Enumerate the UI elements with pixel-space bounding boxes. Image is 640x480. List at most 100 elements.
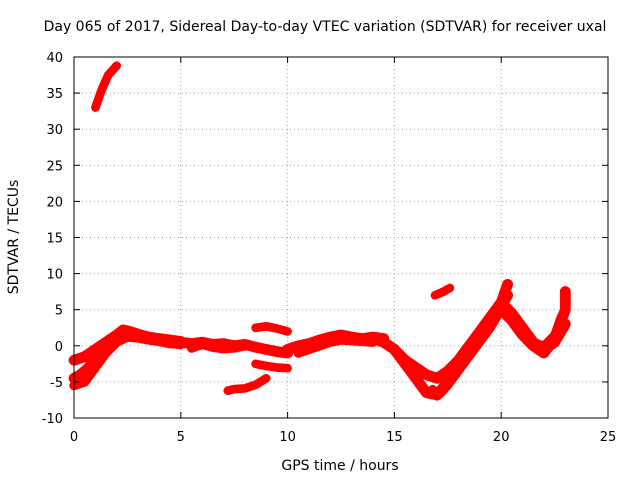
y-axis-ticks: -10 -5 0 5 10 15 20 25 30 35 40 [42,51,608,427]
data-point [370,335,376,342]
data-point [558,313,564,320]
y-tick-label: -5 [50,376,63,391]
data-point [252,360,259,367]
data-point [103,350,109,356]
data-point [113,62,120,69]
data-point [466,342,473,349]
data-point [551,332,558,338]
data-point [263,346,270,353]
data-point [327,339,334,346]
data-point [98,86,105,93]
data-point [432,292,438,299]
data-point [440,288,447,295]
data-point [348,337,355,344]
y-tick-label: 15 [46,232,63,247]
data-point [124,334,131,341]
data-point [252,381,259,388]
data-point [466,353,473,360]
data-point [145,337,152,343]
data-point [444,382,451,389]
data-point [252,344,259,351]
data-point [209,344,216,351]
data-point [92,104,99,111]
grid [74,57,608,418]
data-point [380,339,387,346]
data-point [241,385,248,392]
x-axis-label: GPS time / hours [281,458,398,474]
data-point [199,341,206,348]
x-tick-label: 0 [70,430,78,445]
data-point [508,317,515,324]
data-point [231,345,238,351]
data-point [434,375,441,382]
data-point [273,325,280,332]
data-point [177,339,184,346]
data-point [504,281,511,288]
data-point [92,353,99,360]
data-point [263,375,270,382]
data-point [316,342,323,349]
data-point [241,342,248,349]
data-point [423,371,430,378]
series-arc-g [251,321,292,336]
y-tick-label: -10 [42,412,63,427]
data-point [273,364,280,371]
data-point [455,357,462,364]
data-point [338,337,344,343]
data-point [487,324,494,331]
data-point [446,285,453,291]
data-point [135,334,142,341]
data-point [284,346,291,353]
chart-title: Day 065 of 2017, Sidereal Day-to-day VTE… [44,19,607,35]
data-point [81,378,88,385]
y-tick-label: 10 [46,268,63,283]
data-point [562,288,569,295]
data-point [105,72,112,79]
data-point [540,342,547,349]
data-point [252,324,259,331]
data-point [284,328,291,335]
y-tick-label: 40 [46,51,63,66]
data-point [231,386,238,393]
y-axis-label: SDTVAR / TECUs [6,180,22,295]
y-tick-label: 20 [46,195,63,210]
data-point [402,360,409,367]
data-point [188,345,195,351]
data-point [295,350,302,356]
y-tick-label: 25 [46,159,63,174]
data-point [434,393,441,400]
data-point [306,346,312,353]
data-point [423,389,430,396]
data-point [476,339,483,346]
data-point [263,323,270,330]
data-point [540,350,547,356]
y-tick-label: 5 [55,304,63,319]
x-tick-label: 5 [177,430,185,445]
data-point [295,342,302,349]
data-point [455,368,462,375]
data-point [438,389,445,396]
y-tick-label: 30 [46,123,63,138]
y-tick-label: 35 [46,87,63,102]
data-point [391,346,398,353]
data-point [167,340,174,347]
data-point [519,328,526,335]
data-point [156,338,163,345]
x-tick-label: 25 [600,430,617,445]
x-axis-ticks: 0 5 10 15 20 25 [70,57,616,445]
data-point [263,363,270,369]
data-point [284,365,291,372]
data-point [498,306,505,313]
data-series [68,61,571,401]
data-point [220,345,227,352]
data-point [77,371,84,378]
data-point [429,386,436,393]
data-point [273,348,280,355]
series-arc-m [378,278,514,401]
x-tick-label: 15 [386,430,403,445]
data-point [476,328,483,335]
x-tick-label: 20 [493,430,510,445]
data-point [562,306,569,313]
y-tick-label: 0 [55,340,63,355]
